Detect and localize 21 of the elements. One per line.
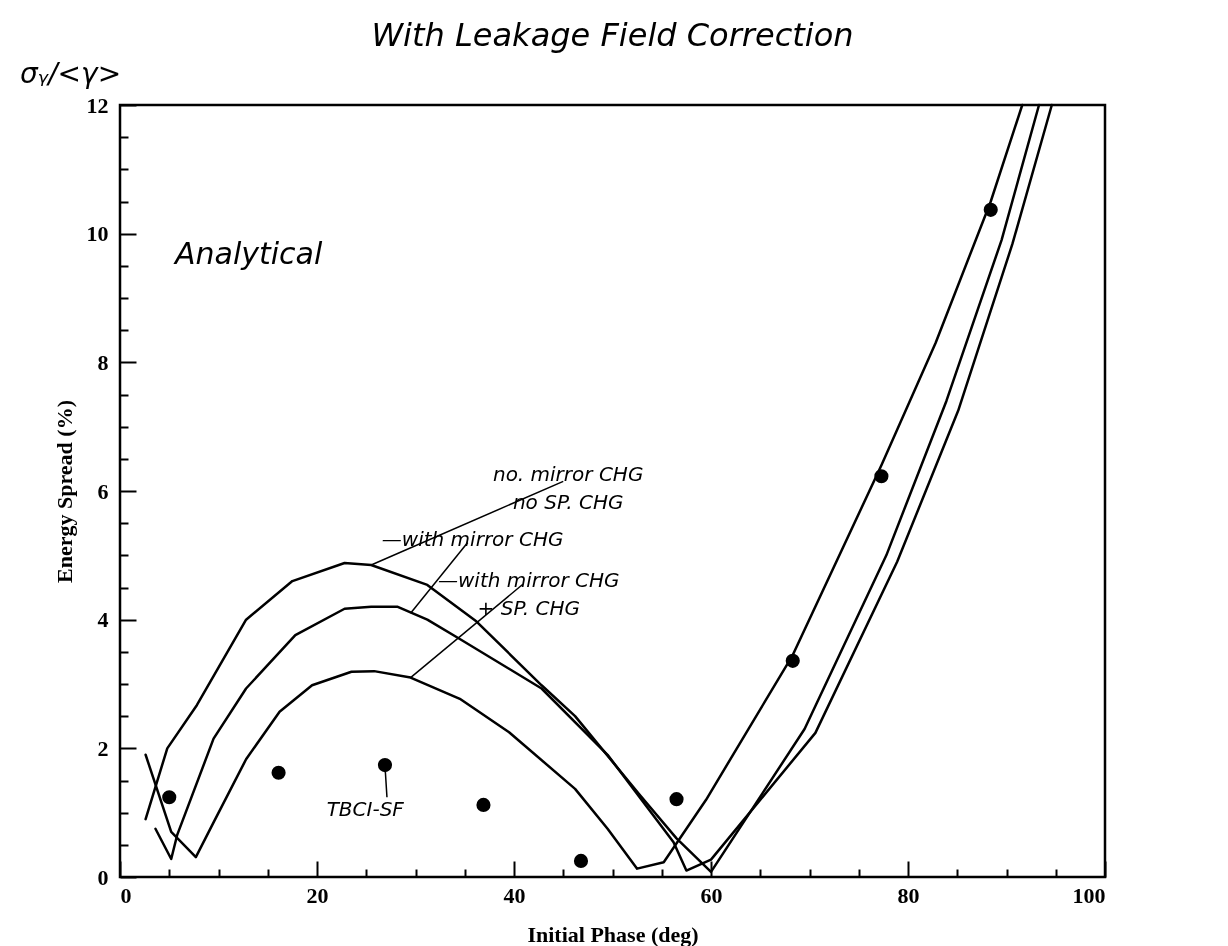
y-tick-label: 12	[86, 92, 109, 118]
annotation: Analytical	[173, 236, 323, 271]
text: σᵧ/<γ>	[20, 57, 122, 90]
annotation: —with mirror CHG + SP. CHG	[437, 568, 620, 621]
x-tick-label: 100	[1072, 882, 1106, 908]
annotation: no. mirror CHG no SP. CHG	[492, 462, 644, 515]
y-tick-label: 2	[97, 735, 109, 761]
y-tick-label: 6	[97, 478, 109, 504]
y-tick-label: 8	[97, 349, 109, 375]
y-tick-label: 4	[97, 607, 109, 633]
y-tick-label: 10	[86, 221, 109, 247]
x-tick-label: 60	[700, 882, 723, 908]
x-tick-label: 40	[503, 882, 526, 908]
y-axis-title: Energy Spread (%)	[51, 400, 77, 583]
chart-title: With Leakage Field Correction	[371, 16, 854, 54]
x-tick-label: 20	[306, 882, 329, 908]
y-tick-label: 0	[97, 864, 109, 890]
x-tick-label: 80	[897, 882, 920, 908]
x-tick-label: 0	[120, 882, 132, 908]
x-axis-title: Initial Phase (deg)	[527, 921, 699, 946]
annotation: TBCI-SF	[326, 797, 405, 822]
